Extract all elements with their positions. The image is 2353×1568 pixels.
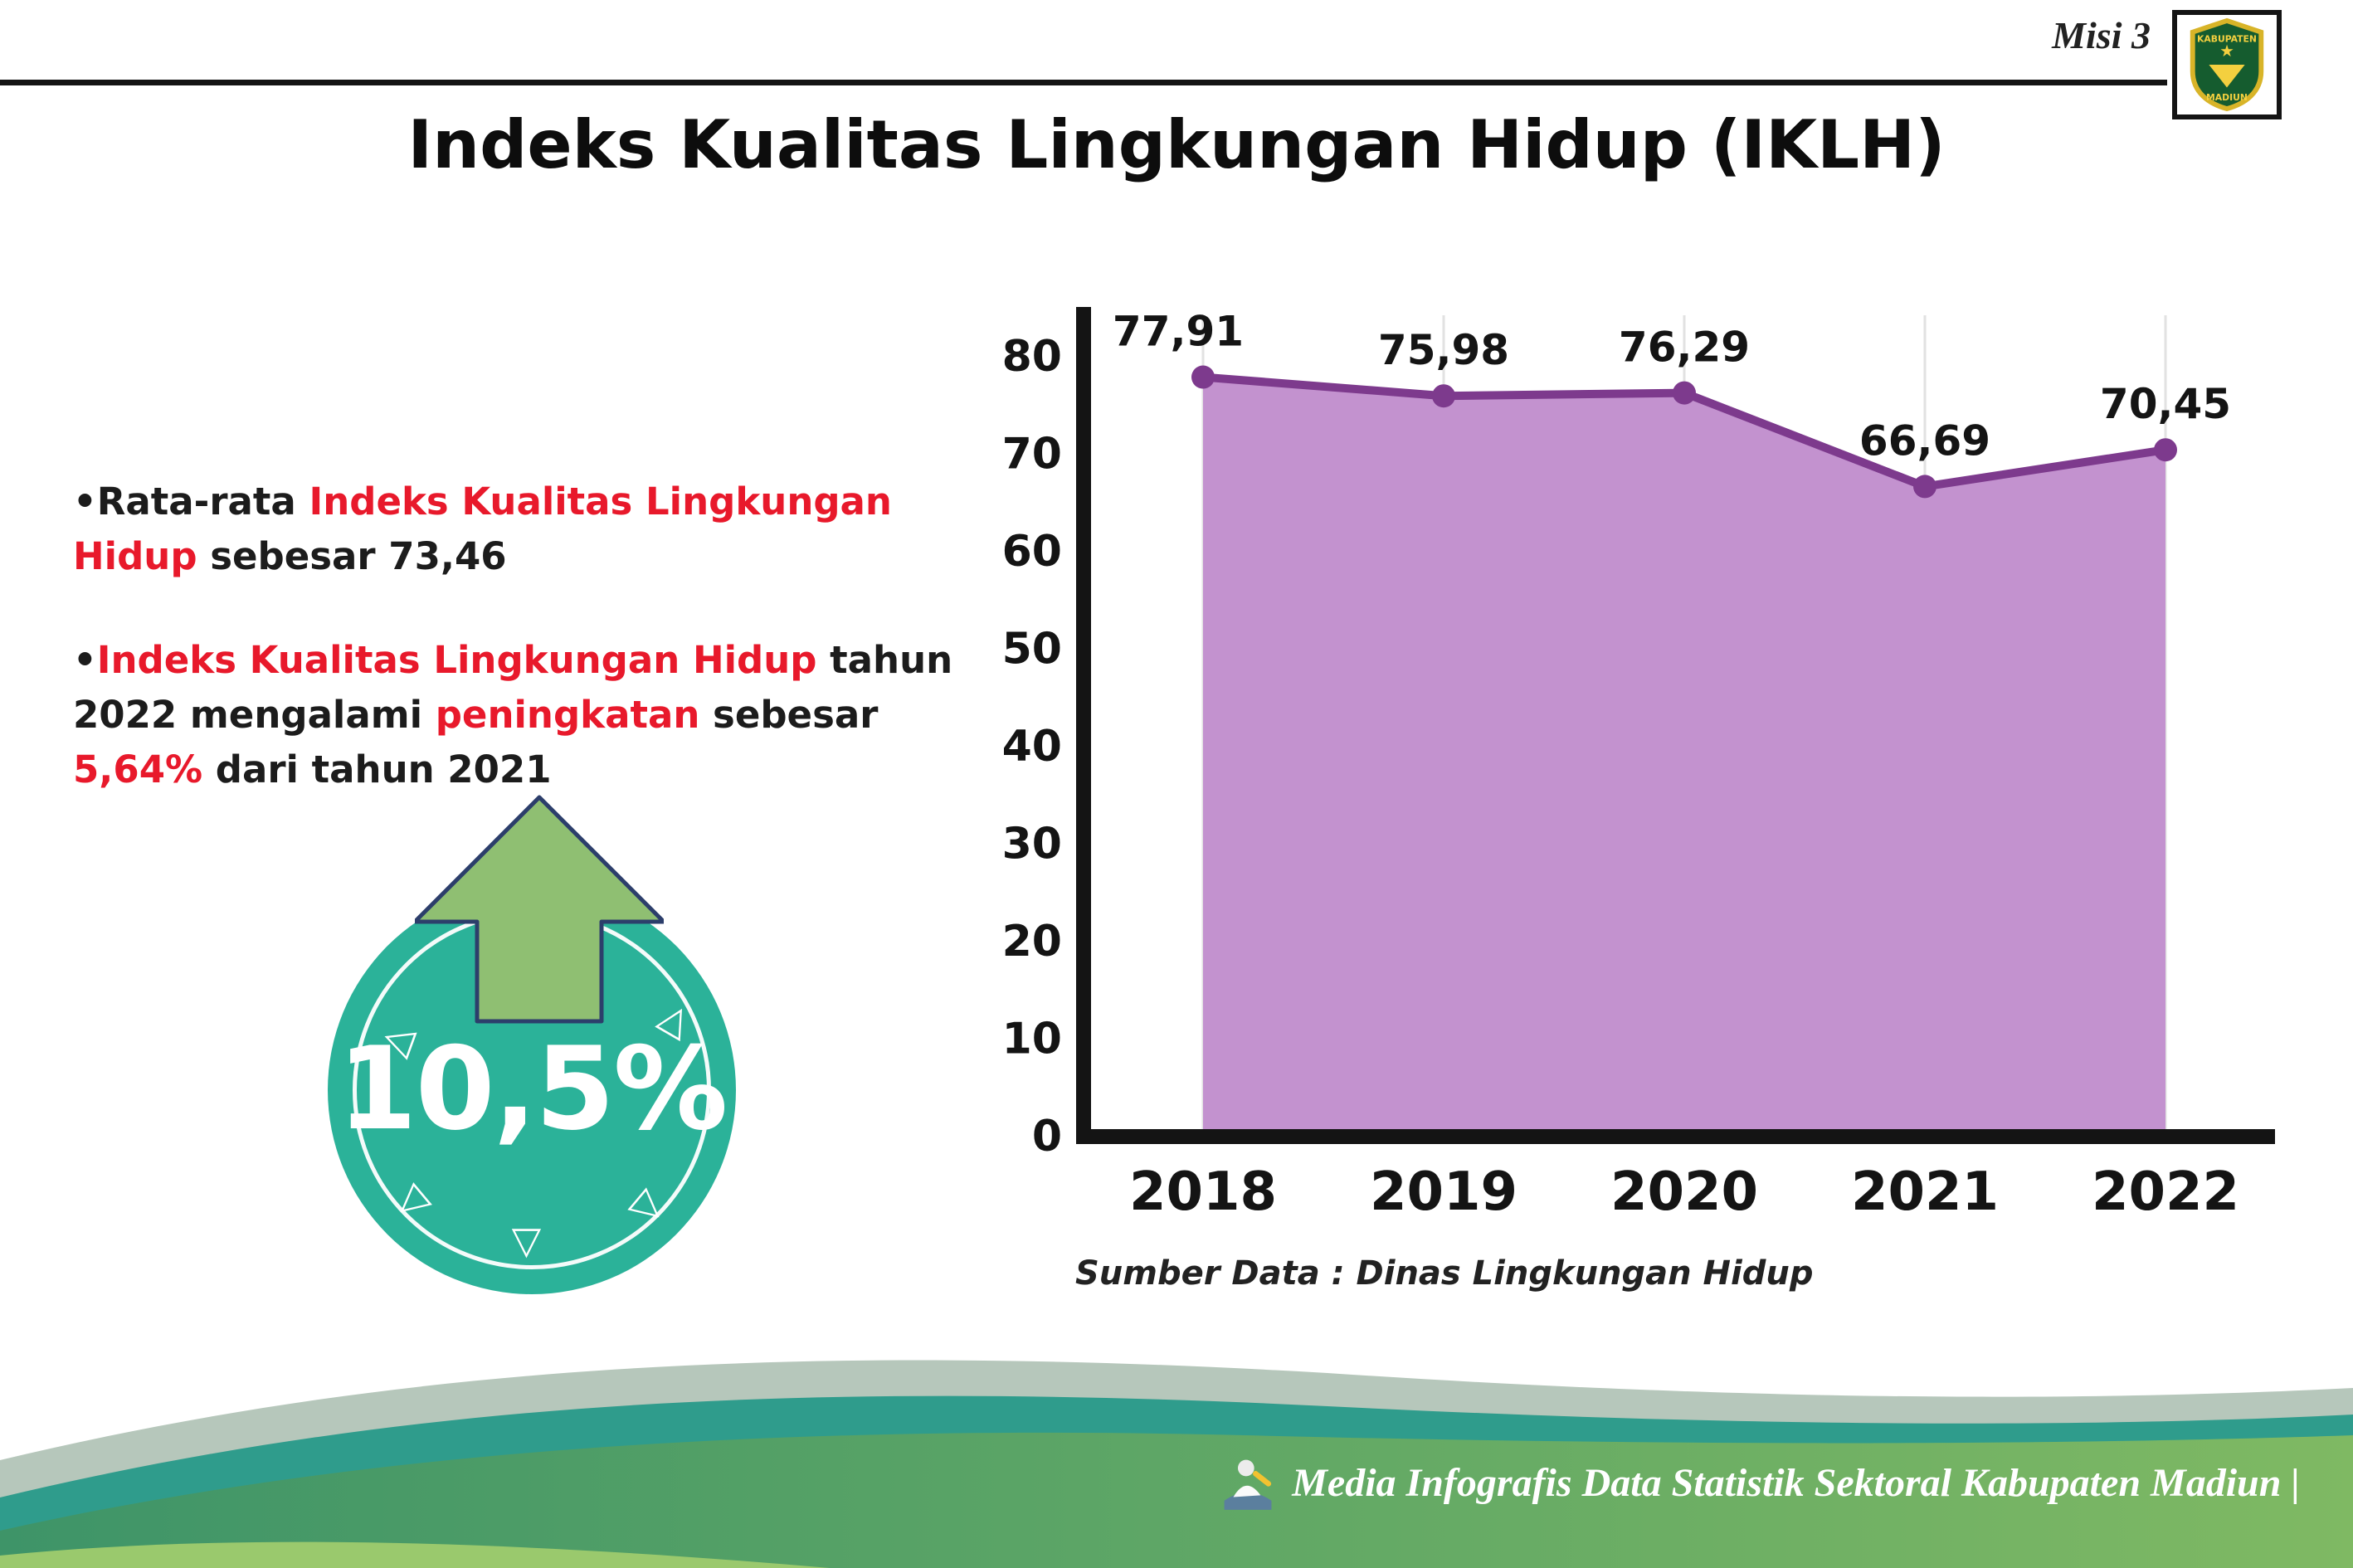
chart-area-fill	[1203, 377, 2165, 1137]
y-tick-label: 20	[1004, 917, 1062, 967]
infographic-mascot-icon	[1224, 1459, 1272, 1510]
bullet-marker: •	[73, 638, 97, 683]
bullet-text: Rata-rata	[96, 480, 309, 523]
bullet-text: sebesar 73,46	[197, 533, 507, 578]
chart-point	[1913, 475, 1936, 499]
source-note: Sumber Data : Dinas Lingkungan Hidup	[1075, 1254, 1814, 1293]
bullet-increase-2022: •Indeks Kualitas Lingkungan Hidup tahun …	[73, 633, 965, 796]
x-tick-label: 2018	[1129, 1161, 1277, 1223]
y-tick-label: 60	[1004, 527, 1062, 577]
value-label: 75,98	[1378, 326, 1509, 374]
bullet-average-iklh: •Rata-rata Indeks Kualitas Lingkungan Hi…	[73, 475, 965, 583]
footer-waves	[0, 1360, 2353, 1568]
logo-text-bottom: MADIUN	[2206, 92, 2248, 103]
footer-credit: Media Infografis Data Statistik Sektoral…	[1219, 1454, 2300, 1512]
iklh-area-chart: 0 10 20 30 40 50 60 70 80 2018 2019 2020 2021 2022 77,…	[1002, 282, 2298, 1261]
footer-credit-text: Media Infografis Data Statistik Sektoral…	[1292, 1460, 2300, 1505]
chart-point	[1432, 384, 1455, 408]
x-tick-label: 2020	[1610, 1161, 1758, 1223]
ring-triangle-icon: ▷	[508, 1229, 553, 1259]
y-tick-label: 0	[1032, 1112, 1062, 1161]
logo-star-icon: ★	[2219, 41, 2234, 61]
chart-canvas: 0 10 20 30 40 50 60 70 80 2018 2019 2020 2021 2022 77,…	[1002, 307, 2275, 1223]
chart-point	[2154, 438, 2177, 462]
value-label: 76,29	[1619, 324, 1750, 372]
footer-wave-green	[0, 1432, 2353, 1568]
bullet-marker: •	[73, 480, 97, 523]
footer-wave-lightgreen	[0, 1541, 830, 1568]
chart-point	[1673, 381, 1696, 405]
misi-label: Misi 3	[2052, 14, 2151, 56]
kabupaten-madiun-logo: KABUPATEN ★ MADIUN	[2172, 10, 2282, 119]
y-tick-label: 80	[1004, 332, 1062, 382]
growth-badge: ▷ ▷ ▷ ▷ ▷ 10,5%	[328, 795, 736, 1294]
x-tick-label: 2019	[1370, 1161, 1518, 1223]
bullet-text: sebesar	[699, 693, 879, 738]
badge-value: 10,5%	[337, 1022, 728, 1156]
y-tick-label: 50	[1004, 625, 1062, 674]
header-rule	[0, 80, 2167, 85]
kabupaten-madiun-logo-icon: KABUPATEN ★ MADIUN	[2190, 17, 2264, 112]
value-label: 77,91	[1113, 308, 1244, 356]
y-tick-label: 70	[1004, 430, 1062, 480]
logo-shield-shape	[2209, 65, 2245, 88]
bullet-text-highlight: Indeks Kualitas Lingkungan Hidup	[96, 638, 817, 683]
bullet-text: dari tahun 2021	[202, 747, 552, 791]
bullet-text-highlight: peningkatan	[435, 693, 700, 738]
x-tick-label: 2022	[2092, 1161, 2239, 1223]
bullet-text-highlight: 5,64%	[73, 747, 203, 791]
x-tick-label: 2021	[1851, 1161, 1999, 1223]
page-title: Indeks Kualitas Lingkungan Hidup (IKLH)	[407, 106, 1946, 183]
value-label: 66,69	[1859, 416, 1990, 465]
summary-bullets: •Rata-rata Indeks Kualitas Lingkungan Hi…	[73, 475, 965, 846]
logo-text-top: KABUPATEN	[2197, 33, 2257, 44]
bullet-text-highlight: Indeks Kualitas Lingkungan Hidup	[73, 480, 892, 578]
y-tick-label: 40	[1004, 722, 1062, 772]
y-tick-label: 10	[1004, 1015, 1062, 1064]
bullet-text: tahun 2022 mengalami	[73, 638, 953, 738]
value-label: 70,45	[2100, 380, 2231, 428]
y-tick-label: 30	[1004, 820, 1062, 869]
up-arrow-icon	[415, 795, 664, 1024]
chart-point	[1191, 365, 1215, 389]
